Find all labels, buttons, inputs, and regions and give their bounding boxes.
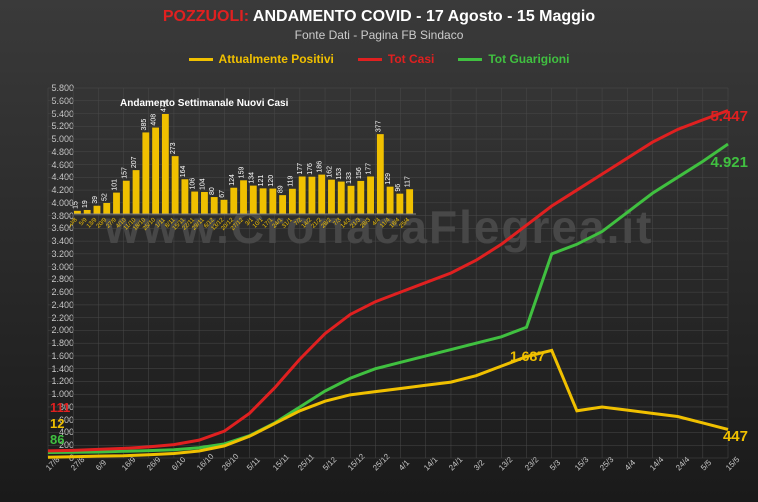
end-label-yellow: 447 — [723, 428, 748, 445]
start-label-red: 111 — [50, 400, 70, 415]
end-label-green: 4.921 — [710, 154, 748, 171]
svg-text:119: 119 — [287, 176, 294, 187]
svg-text:186: 186 — [317, 161, 324, 173]
svg-text:156: 156 — [356, 167, 363, 179]
svg-text:39: 39 — [92, 196, 99, 204]
svg-text:104: 104 — [199, 178, 206, 190]
svg-text:15: 15 — [72, 201, 79, 209]
svg-text:164: 164 — [180, 165, 187, 177]
svg-text:133: 133 — [346, 172, 353, 184]
mid-label-yellow: 1.687 — [510, 348, 545, 364]
svg-text:96: 96 — [395, 184, 402, 192]
svg-text:120: 120 — [268, 175, 275, 187]
end-label-red: 5.447 — [710, 108, 748, 125]
svg-text:377: 377 — [375, 120, 382, 132]
svg-text:19: 19 — [82, 200, 89, 208]
svg-text:177: 177 — [366, 163, 373, 175]
svg-text:176: 176 — [307, 163, 314, 175]
svg-text:159: 159 — [239, 167, 246, 179]
inset-chart: Andamento Settimanale Nuovi Casi 1530/81… — [70, 100, 420, 240]
svg-text:101: 101 — [112, 179, 119, 191]
svg-text:25/4: 25/4 — [399, 217, 412, 230]
start-label-yellow: 12 — [50, 416, 64, 431]
chart-container: POZZUOLI: ANDAMENTO COVID - 17 Agosto - … — [0, 0, 758, 502]
svg-text:121: 121 — [258, 175, 265, 187]
svg-text:52: 52 — [102, 193, 109, 201]
svg-text:117: 117 — [405, 176, 412, 187]
svg-text:207: 207 — [131, 156, 138, 168]
svg-text:273: 273 — [170, 142, 177, 154]
svg-text:153: 153 — [336, 168, 343, 180]
inset-title: Andamento Settimanale Nuovi Casi — [120, 98, 288, 109]
start-label-green: 86 — [50, 432, 64, 447]
svg-text:80: 80 — [209, 187, 216, 195]
svg-text:177: 177 — [297, 163, 304, 175]
svg-text:89: 89 — [278, 185, 285, 193]
main-chart-svg — [0, 0, 758, 502]
svg-text:129: 129 — [385, 173, 392, 185]
svg-text:124: 124 — [229, 174, 236, 186]
svg-text:106: 106 — [190, 178, 197, 190]
svg-text:162: 162 — [326, 166, 333, 178]
inset-chart-svg: 1530/8195/93913/95220/910127/91574/10207… — [70, 100, 420, 240]
svg-text:385: 385 — [141, 119, 148, 131]
svg-text:67: 67 — [219, 190, 226, 198]
svg-text:134: 134 — [248, 172, 255, 184]
svg-text:408: 408 — [151, 114, 158, 126]
svg-text:157: 157 — [121, 167, 128, 179]
